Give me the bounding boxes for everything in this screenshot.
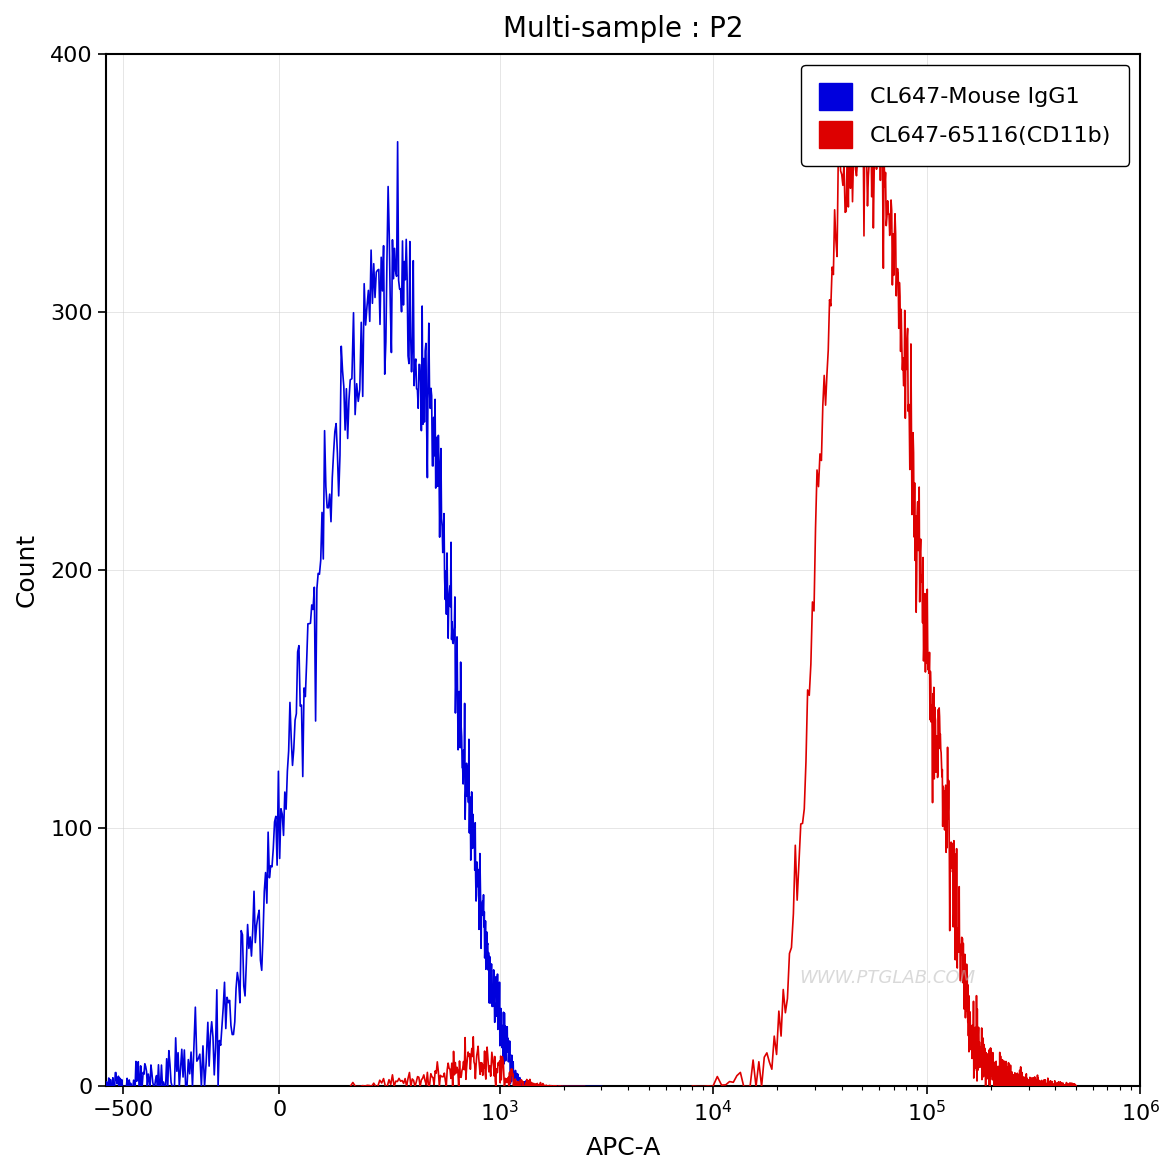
Text: WWW.PTGLAB.COM: WWW.PTGLAB.COM [799,969,975,987]
Legend: CL647-Mouse IgG1, CL647-65116(CD11b): CL647-Mouse IgG1, CL647-65116(CD11b) [801,65,1129,166]
Y-axis label: Count: Count [15,533,39,607]
Title: Multi-sample : P2: Multi-sample : P2 [503,15,744,43]
X-axis label: APC-A: APC-A [585,1136,660,1160]
